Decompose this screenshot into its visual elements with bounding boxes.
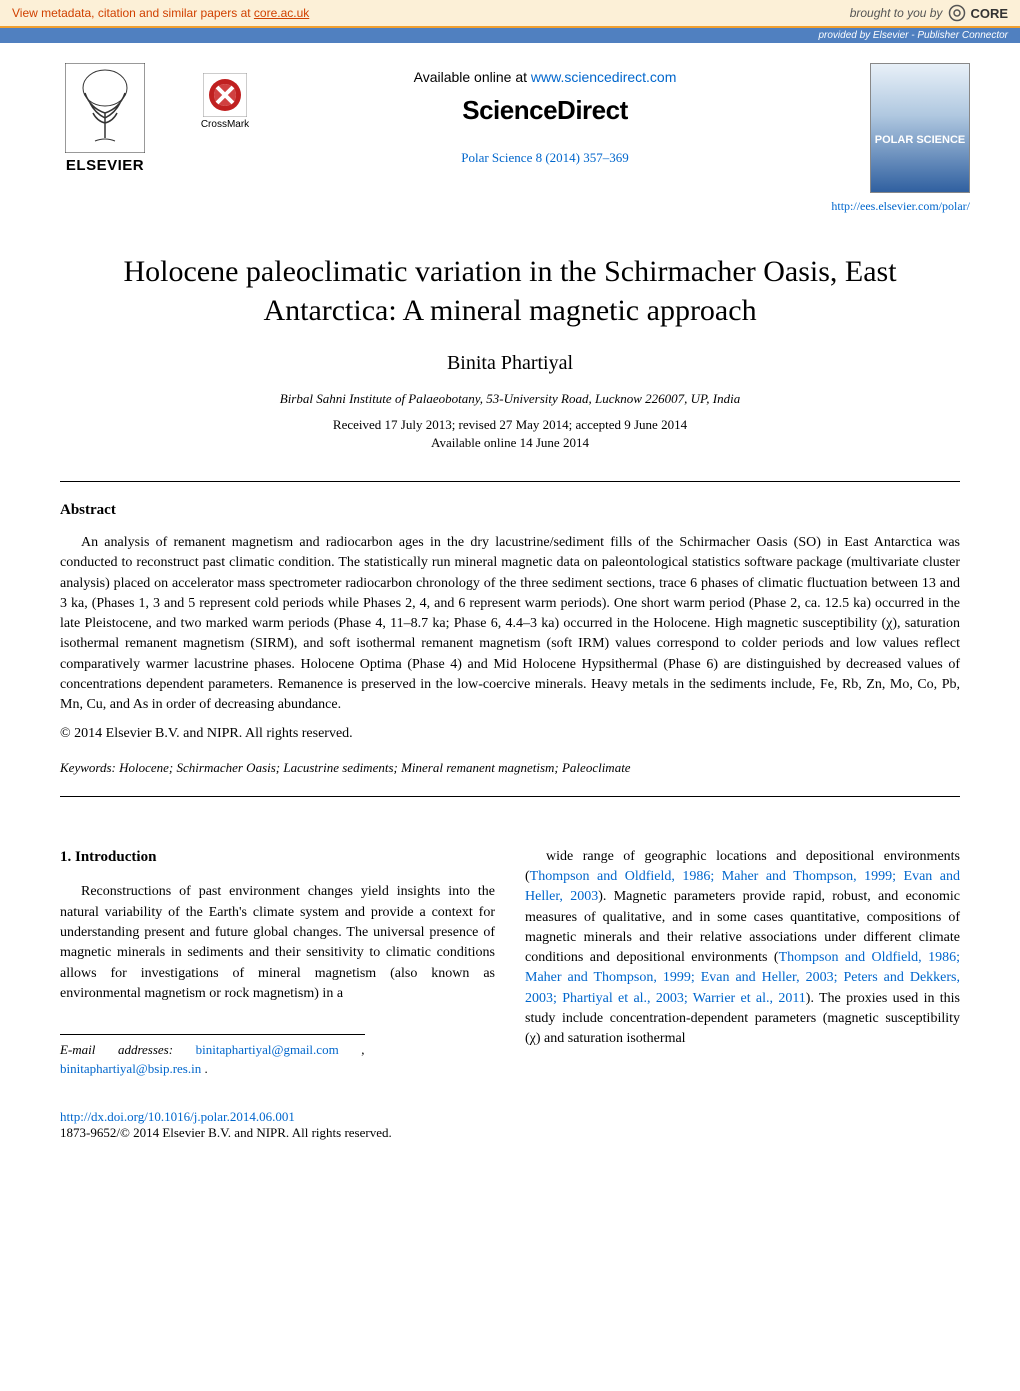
core-logo-text: CORE (970, 6, 1008, 21)
article-dates: Received 17 July 2013; revised 27 May 20… (60, 417, 960, 433)
issn-copyright: 1873-9652/© 2014 Elsevier B.V. and NIPR.… (60, 1125, 960, 1141)
core-brought-by: brought to you by CORE (850, 4, 1008, 22)
journal-cover[interactable]: POLAR SCIENCE (870, 63, 970, 193)
core-metadata-text: View metadata, citation and similar pape… (12, 6, 309, 20)
email-label: E-mail addresses: (60, 1042, 173, 1057)
abstract-copyright: © 2014 Elsevier B.V. and NIPR. All right… (60, 726, 960, 742)
email-block: E-mail addresses: binitaphartiyal@gmail.… (60, 1034, 365, 1079)
email-2[interactable]: binitaphartiyal@bsip.res.in (60, 1061, 201, 1076)
intro-heading: 1. Introduction (60, 847, 495, 869)
abstract-section: Abstract An analysis of remanent magneti… (0, 502, 1020, 742)
brought-by-text: brought to you by (850, 6, 943, 20)
journal-cover-block: POLAR SCIENCE http://ees.elsevier.com/po… (830, 63, 970, 214)
core-prefix: View metadata, citation and similar pape… (12, 6, 254, 20)
crossmark-text: CrossMark (201, 119, 249, 130)
elsevier-text: ELSEVIER (66, 157, 144, 174)
sciencedirect-block: Available online at www.sciencedirect.co… (290, 63, 800, 166)
journal-header: ELSEVIER CrossMark Available online at w… (0, 43, 1020, 222)
article-title: Holocene paleoclimatic variation in the … (60, 252, 960, 330)
crossmark-block[interactable]: CrossMark (190, 73, 260, 130)
left-column: 1. Introduction Reconstructions of past … (60, 847, 495, 1079)
doi-link[interactable]: http://dx.doi.org/10.1016/j.polar.2014.0… (60, 1109, 960, 1125)
elsevier-logo-block[interactable]: ELSEVIER (50, 63, 160, 174)
rule-top (60, 481, 960, 482)
body-columns: 1. Introduction Reconstructions of past … (0, 817, 1020, 1099)
rule-bottom (60, 796, 960, 797)
email-1[interactable]: binitaphartiyal@gmail.com (196, 1042, 339, 1057)
intro-left-para: Reconstructions of past environment chan… (60, 882, 495, 1004)
available-online-date: Available online 14 June 2014 (60, 435, 960, 451)
footer: http://dx.doi.org/10.1016/j.polar.2014.0… (0, 1099, 1020, 1171)
abstract-text: An analysis of remanent magnetism and ra… (60, 533, 960, 716)
provided-by-bar: provided by Elsevier - Publisher Connect… (0, 28, 1020, 43)
journal-citation[interactable]: Polar Science 8 (2014) 357–369 (290, 150, 800, 166)
title-section: Holocene paleoclimatic variation in the … (0, 222, 1020, 461)
sciencedirect-url[interactable]: www.sciencedirect.com (531, 69, 677, 85)
abstract-heading: Abstract (60, 502, 960, 519)
elsevier-tree-icon (65, 63, 145, 153)
email-period: . (204, 1061, 207, 1076)
available-prefix: Available online at (414, 69, 531, 85)
sciencedirect-logo[interactable]: ScienceDirect (290, 95, 800, 126)
intro-right-para: wide range of geographic locations and d… (525, 847, 960, 1050)
core-logo[interactable]: CORE (948, 4, 1008, 22)
core-banner: View metadata, citation and similar pape… (0, 0, 1020, 28)
right-column: wide range of geographic locations and d… (525, 847, 960, 1079)
email-sep: , (361, 1042, 364, 1057)
keywords-line: Keywords: Holocene; Schirmacher Oasis; L… (60, 760, 960, 776)
available-online-line: Available online at www.sciencedirect.co… (290, 69, 800, 85)
ees-link[interactable]: http://ees.elsevier.com/polar/ (831, 199, 970, 214)
keywords-label: Keywords: (60, 760, 116, 775)
core-link[interactable]: core.ac.uk (254, 6, 309, 20)
provided-text: provided by Elsevier - Publisher Connect… (818, 30, 1008, 41)
affiliation: Birbal Sahni Institute of Palaeobotany, … (60, 391, 960, 407)
author-name: Binita Phartiyal (60, 352, 960, 375)
core-logo-icon (948, 4, 966, 22)
keywords-text: Holocene; Schirmacher Oasis; Lacustrine … (119, 760, 630, 775)
crossmark-icon (203, 73, 247, 117)
journal-cover-title: POLAR SCIENCE (871, 134, 969, 146)
